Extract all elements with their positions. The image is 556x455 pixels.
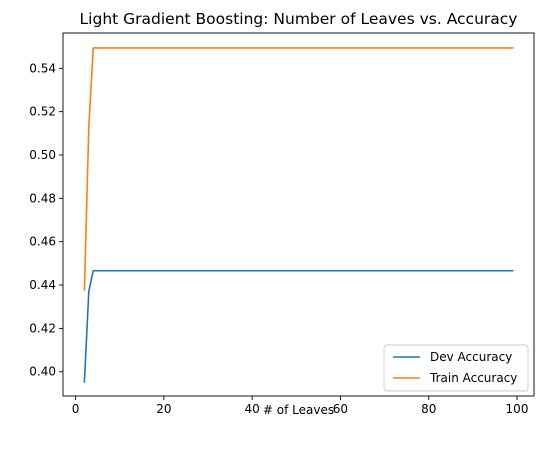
x-tick-label: 60 (333, 402, 348, 416)
plot-area: 0 20 40 60 80 100 0.40 0.42 0.44 0.46 0.48 0.50 0.52… (29, 32, 535, 416)
chart-title: Light Gradient Boosting: Number of Leave… (80, 10, 518, 28)
series-line-dev-accuracy (83, 269, 514, 383)
x-tick-label: 20 (156, 402, 171, 416)
y-tick-label: 0.48 (29, 191, 56, 205)
x-tick-label: 80 (421, 402, 436, 416)
y-tick-label: 0.54 (29, 61, 56, 75)
x-tick-label: 40 (245, 402, 260, 416)
y-tick-label: 0.40 (29, 365, 56, 379)
x-axis-label: # of Leaves (263, 403, 334, 417)
y-tick-label: 0.46 (29, 235, 56, 249)
y-tick-label: 0.44 (29, 278, 56, 292)
legend-label: Train Accuracy (429, 371, 517, 385)
y-tick-label: 0.50 (29, 148, 56, 162)
y-tick-label: 0.42 (29, 321, 56, 335)
y-tick-label: 0.52 (29, 105, 56, 119)
x-tick-label: 100 (506, 402, 529, 416)
legend-label: Dev Accuracy (430, 350, 512, 364)
x-tick-label: 0 (72, 402, 80, 416)
axes-frame (62, 32, 535, 397)
series-line-train-accuracy (83, 47, 514, 291)
